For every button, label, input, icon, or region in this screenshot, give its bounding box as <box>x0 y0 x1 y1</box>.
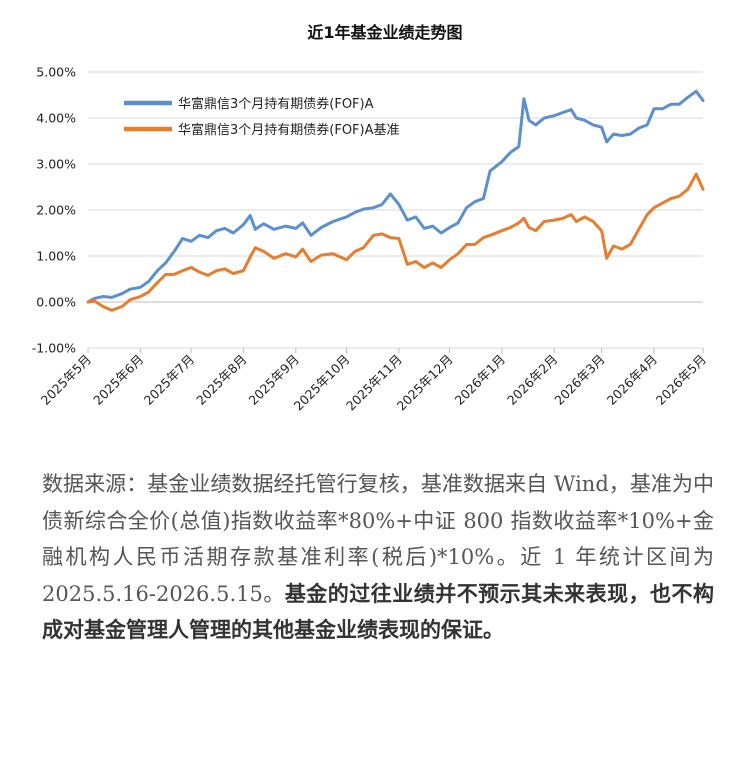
legend: 华富鼎信3个月持有期债券(FOF)A 华富鼎信3个月持有期债券(FOF)A基准 <box>124 96 400 138</box>
series-line-fund <box>86 89 705 304</box>
x-axis-ticks: 2025年5月2025年6月2025年7月2025年8月2025年9月2025年… <box>38 301 709 414</box>
grid-lines <box>88 71 703 349</box>
y-tick-label: 3.00% <box>36 157 76 172</box>
chart-title: 近1年基金业绩走势图 <box>307 23 462 42</box>
performance-chart: 近1年基金业绩走势图 -1.00% 0.00% 1.00% 2.00% 3.00% 4.0… <box>32 23 709 414</box>
legend-label-fund: 华富鼎信3个月持有期债券(FOF)A <box>178 96 374 112</box>
note-text: 数据来源：基金业绩数据经托管行复核，基准数据来自 Wind，基准为中债新综合全价… <box>42 472 714 606</box>
legend-label-benchmark: 华富鼎信3个月持有期债券(FOF)A基准 <box>178 122 400 138</box>
y-tick-label: 0.00% <box>36 295 76 310</box>
risk-disclaimer: 基金的过往业绩并不预示其未来表现，也不构成对基金管理人管理的其他基金业绩表现的保… <box>42 581 715 643</box>
x-tick-label: 2025年5月 <box>38 352 94 408</box>
x-tick-label: 2025年8月 <box>193 352 249 408</box>
chart-svg: 近1年基金业绩走势图 -1.00% 0.00% 1.00% 2.00% 3.00% 4.0… <box>32 23 709 414</box>
x-tick-label: 2025年6月 <box>90 352 146 408</box>
y-tick-label: 1.00% <box>36 249 76 264</box>
y-tick-label: 4.00% <box>36 111 76 126</box>
data-source-note: 数据来源：基金业绩数据经托管行复核，基准数据来自 Wind，基准为中债新综合全价… <box>42 466 714 649</box>
series-line-benchmark <box>86 172 705 312</box>
y-axis-ticks: -1.00% 0.00% 1.00% 2.00% 3.00% 4.00% 5.00% <box>32 65 76 356</box>
y-tick-label: -1.00% <box>32 341 76 356</box>
y-tick-label: 2.00% <box>36 203 76 218</box>
x-tick-label: 2026年1月 <box>452 352 508 408</box>
x-tick-label: 2026年5月 <box>653 352 709 408</box>
x-tick-label: 2026年4月 <box>604 352 660 408</box>
y-tick-label: 5.00% <box>36 65 76 80</box>
x-tick-label: 2026年3月 <box>551 352 607 408</box>
x-tick-label: 2026年2月 <box>504 352 560 408</box>
x-tick-label: 2025年7月 <box>141 352 197 408</box>
series-lines <box>86 89 705 312</box>
